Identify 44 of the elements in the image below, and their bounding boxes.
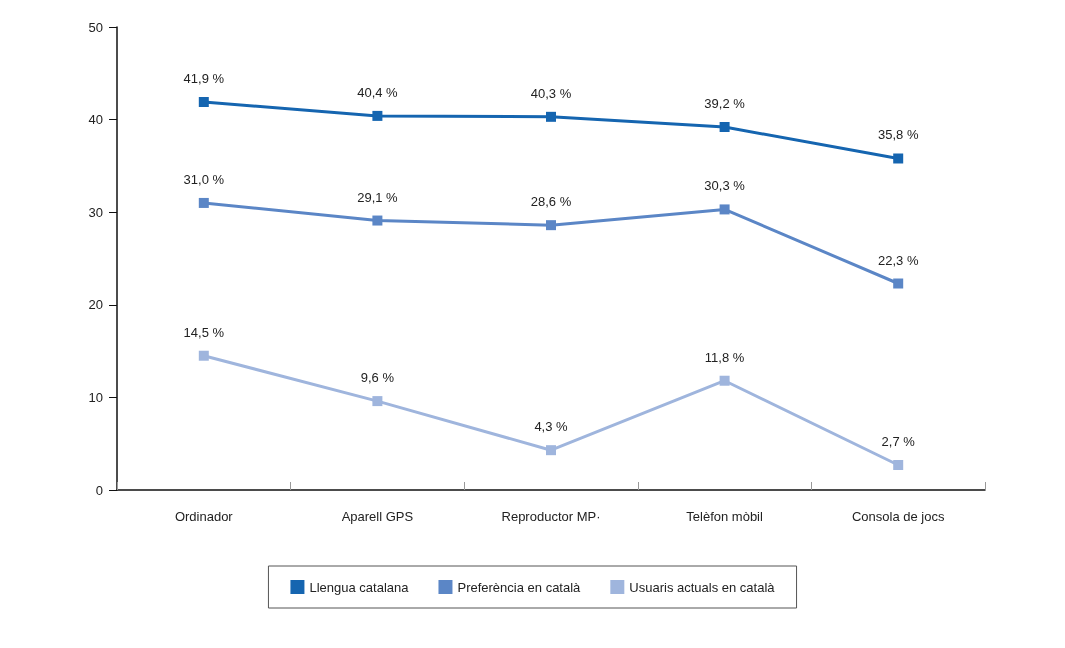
point <box>719 204 730 215</box>
x-tick-label: Reproductor MP· <box>501 509 601 524</box>
point <box>372 396 383 407</box>
data-label: 28,6 % <box>530 194 572 210</box>
data-label: 35,8 % <box>877 127 919 143</box>
point <box>198 97 209 108</box>
point <box>719 375 730 386</box>
legend-label: Usuaris actuals en català <box>629 579 776 595</box>
y-tick-label: 30 <box>88 204 103 220</box>
point <box>372 215 383 226</box>
x-tick-label: Ordinador <box>174 509 234 524</box>
point <box>546 445 556 456</box>
data-label: 30,3 % <box>704 178 746 194</box>
data-label: 39,2 % <box>704 96 746 112</box>
y-tick-label: 40 <box>88 112 103 128</box>
data-label: 31,0 % <box>183 171 225 187</box>
data-label: 29,1 % <box>357 189 399 205</box>
point <box>893 460 904 470</box>
data-label: 40,3 % <box>530 85 572 101</box>
data-label: 2,7 % <box>881 434 916 449</box>
data-label: 41,9 % <box>183 71 225 87</box>
point <box>546 220 556 231</box>
point <box>893 153 904 164</box>
data-label: 9,6 % <box>360 370 395 386</box>
point <box>719 122 730 133</box>
y-tick-label: 20 <box>88 297 103 313</box>
point <box>546 111 556 122</box>
point <box>198 197 209 208</box>
legend-label: Preferència en català <box>457 579 582 595</box>
point <box>198 350 209 361</box>
point <box>893 278 904 289</box>
data-label: 4,3 % <box>534 419 569 435</box>
data-label: 22,3 % <box>877 252 919 268</box>
x-tick-label: Consola de jocs <box>851 509 945 524</box>
y-tick-label: 10 <box>88 389 103 405</box>
legend-label: Llengua catalana <box>309 579 410 595</box>
y-tick-label: 50 <box>88 19 103 35</box>
x-tick-label: Telèfon mòbil <box>686 509 763 524</box>
data-label: 40,4 % <box>357 84 399 100</box>
point <box>372 110 383 121</box>
data-label: 11,8 % <box>704 349 745 365</box>
y-tick-label: 0 <box>95 482 103 498</box>
x-tick-label: Aparell GPS <box>341 509 414 524</box>
data-label: 14,5 % <box>183 324 225 340</box>
